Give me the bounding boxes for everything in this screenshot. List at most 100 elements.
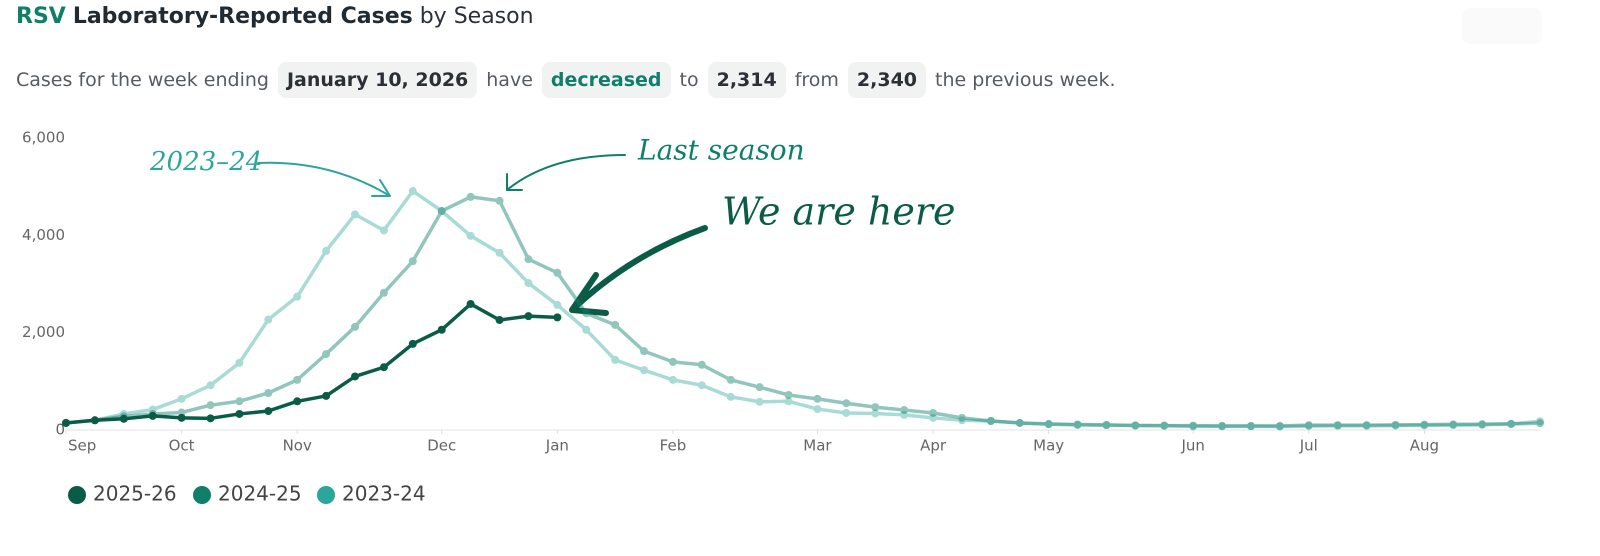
x-tick-label: Jun <box>1180 437 1204 455</box>
title: RSV Laboratory-Reported Cases by Season <box>16 4 534 29</box>
y-tick-label: 4,000 <box>22 226 65 244</box>
x-tick-label: Dec <box>427 437 456 455</box>
data-point <box>524 279 533 288</box>
data-point <box>986 416 995 425</box>
data-point <box>408 257 417 266</box>
data-point <box>119 414 128 423</box>
data-point <box>351 372 360 381</box>
summary-text: Cases for the week ending <box>16 69 269 91</box>
data-point <box>1478 420 1487 429</box>
data-point <box>1275 421 1284 430</box>
annotation-arrows <box>257 154 708 316</box>
data-point <box>408 339 417 348</box>
data-point <box>408 187 417 196</box>
data-point <box>293 397 302 406</box>
data-point <box>264 389 273 398</box>
data-point <box>466 299 475 308</box>
data-point <box>640 347 649 356</box>
data-point <box>293 375 302 384</box>
series-line <box>65 195 1541 428</box>
legend-text: 2025-26 <box>93 482 177 506</box>
summary: Cases for the week ending January 10, 202… <box>16 62 1116 98</box>
data-point <box>957 413 966 422</box>
data-point <box>900 406 909 415</box>
series <box>62 299 562 427</box>
data-point <box>351 210 360 219</box>
data-point <box>148 411 157 420</box>
data-point <box>148 405 157 414</box>
data-point <box>62 418 70 427</box>
data-point <box>524 312 533 321</box>
y-tick-label: 0 <box>55 421 65 439</box>
data-point <box>1044 419 1053 428</box>
data-point <box>1246 421 1255 430</box>
x-tick-label: Nov <box>283 437 312 455</box>
x-tick-label: Apr <box>920 437 947 455</box>
data-point <box>1189 422 1198 431</box>
summary-pill: 2,340 <box>847 62 927 98</box>
data-point <box>755 397 764 406</box>
summary-pill: January 10, 2026 <box>277 62 478 98</box>
data-point <box>1478 420 1487 429</box>
data-point <box>264 407 273 416</box>
data-point <box>1507 419 1516 428</box>
x-tick-label: Mar <box>803 437 832 455</box>
legend-marker <box>193 486 211 504</box>
data-point <box>668 357 677 366</box>
data-point <box>871 403 880 412</box>
data-point <box>813 394 822 403</box>
data-point <box>1160 421 1169 430</box>
data-point <box>957 416 966 425</box>
data-point <box>1362 421 1371 430</box>
data-point <box>640 366 649 375</box>
data-point <box>1362 421 1371 430</box>
data-point <box>900 410 909 419</box>
data-point <box>206 414 215 423</box>
x-tick-label: May <box>1033 437 1064 455</box>
y-tick-label: 2,000 <box>22 323 65 341</box>
data-point <box>524 255 533 264</box>
data-point <box>842 399 851 408</box>
legend-marker <box>68 486 86 504</box>
data-point <box>871 409 880 418</box>
data-point <box>466 192 475 201</box>
data-point <box>1131 421 1140 430</box>
data-point <box>697 381 706 390</box>
title-suffix: by Season <box>419 4 534 29</box>
data-point <box>495 196 504 205</box>
data-point <box>206 381 215 390</box>
data-point <box>1102 420 1111 429</box>
data-point <box>553 313 562 322</box>
legend-text: 2024-25 <box>218 482 302 506</box>
series-line <box>65 302 558 425</box>
data-point <box>1160 421 1169 430</box>
x-tick-label: Aug <box>1410 437 1439 455</box>
data-point <box>351 322 360 331</box>
corner-button <box>1462 8 1542 44</box>
data-point <box>1507 419 1516 428</box>
legend-text: 2023-24 <box>342 482 426 506</box>
series-line <box>65 189 1541 429</box>
data-point <box>1044 420 1053 429</box>
data-point <box>90 416 99 425</box>
y-tick-label: 6,000 <box>22 129 65 147</box>
annotation: Last season <box>637 134 805 167</box>
data-point <box>322 350 331 359</box>
data-point <box>437 207 446 215</box>
data-point <box>466 231 475 240</box>
x-tick-label: Sep <box>68 437 96 455</box>
data-point <box>726 375 735 384</box>
data-point <box>1391 420 1400 429</box>
data-point <box>929 408 938 417</box>
data-point <box>1536 417 1544 426</box>
arrow-last-season <box>506 154 626 191</box>
title-main: Laboratory-Reported Cases <box>72 4 413 29</box>
data-point <box>611 320 620 329</box>
data-point <box>755 383 764 392</box>
data-point <box>784 397 793 406</box>
data-point <box>1015 418 1024 427</box>
data-point <box>784 390 793 399</box>
arrow-here <box>569 225 708 316</box>
